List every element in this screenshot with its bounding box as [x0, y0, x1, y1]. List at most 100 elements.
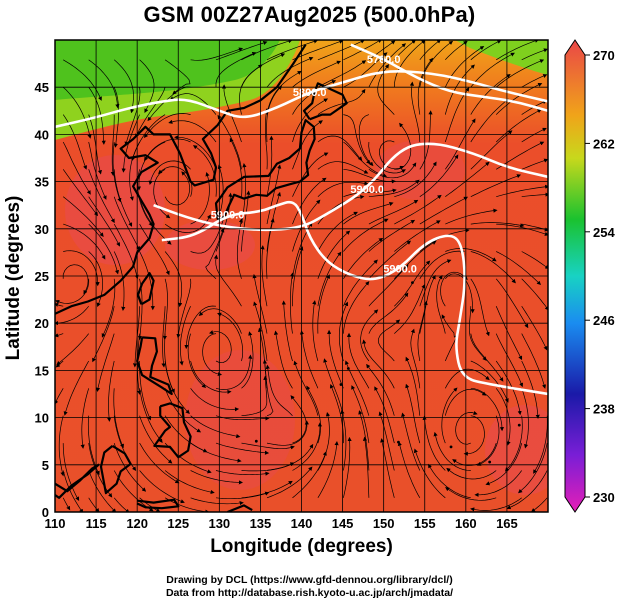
streamline: [351, 385, 370, 444]
streamline: [139, 415, 173, 464]
x-tick-label: 160: [455, 516, 477, 531]
streamline: [168, 119, 217, 143]
streamline: [470, 222, 525, 228]
streamline: [62, 196, 104, 237]
chart-title: GSM 00Z27Aug2025 (500.0hPa): [143, 2, 476, 27]
streamline: [329, 383, 344, 444]
streamline: [187, 333, 207, 388]
streamline: [343, 114, 371, 165]
streamline: [444, 368, 490, 389]
streamline: [340, 409, 347, 471]
streamline: [317, 441, 339, 498]
streamline: [241, 442, 295, 450]
lat-lon-grid: [55, 40, 548, 512]
streamline: [358, 410, 370, 471]
streamline: [445, 248, 497, 262]
streamline: [397, 441, 421, 498]
streamline: [323, 358, 344, 416]
streamline: [417, 57, 434, 115]
streamline: [176, 278, 192, 339]
streamline: [409, 81, 421, 143]
streamline: [343, 281, 370, 334]
streamline: [470, 40, 502, 61]
contour-label: 5900.0: [211, 210, 245, 222]
streamline: [62, 141, 91, 195]
streamline: [496, 184, 548, 198]
colorbar: 230 238 246 254 262 270: [564, 39, 615, 513]
streamline: [113, 223, 139, 280]
streamline: [531, 497, 548, 512]
streamline: [63, 360, 90, 416]
streamline: [419, 110, 433, 170]
streamline: [413, 448, 446, 499]
y-tick-label: 15: [35, 363, 49, 378]
streamline: [436, 274, 446, 334]
streamline: [266, 164, 282, 225]
streamline: [521, 192, 548, 198]
streamline: [317, 411, 331, 471]
streamline: [198, 308, 242, 334]
streamline: [378, 319, 401, 362]
streamline: [495, 278, 529, 329]
streamline: [394, 40, 416, 61]
streamline: [63, 59, 102, 101]
colorbar-tick-label: 254: [593, 225, 615, 240]
streamline: [343, 201, 394, 225]
streamline: [164, 388, 202, 433]
streamline: [164, 59, 191, 95]
streamline: [266, 56, 314, 88]
streamline: [468, 306, 487, 361]
streamline: [521, 158, 548, 170]
streamline: [521, 251, 548, 270]
streamline: [292, 98, 329, 143]
contour-label: 5900.0: [383, 263, 417, 275]
streamline: [445, 486, 497, 501]
streamline: [292, 80, 337, 115]
streamline: [266, 135, 274, 197]
streamline: [147, 86, 191, 122]
x-tick-label: 165: [496, 516, 518, 531]
streamline: [292, 152, 329, 197]
colorbar-tick-label: 270: [593, 48, 615, 63]
streamline: [419, 154, 459, 197]
streamline: [470, 360, 509, 403]
streamline: [470, 52, 515, 88]
streamline: [260, 245, 268, 307]
coastline: [302, 82, 348, 121]
streamline: [253, 301, 268, 362]
streamline: [470, 387, 505, 432]
streamline: [317, 40, 365, 61]
y-axis-ticks: 0 5 10 15 20 25 30 35 40 45: [35, 80, 49, 520]
x-tick-label: 135: [250, 516, 272, 531]
streamline: [368, 43, 407, 88]
x-tick-label: 120: [126, 516, 148, 531]
colorbar-ticks: 230 238 246 254 262 270: [585, 48, 615, 505]
streamline: [241, 375, 268, 417]
streamline: [190, 470, 243, 485]
streamline: [113, 442, 147, 492]
streamline: [88, 223, 119, 275]
warm-patch: [65, 155, 165, 265]
streamline: [495, 306, 523, 361]
streamline: [362, 339, 395, 389]
streamline: [444, 45, 485, 88]
streamline: [378, 411, 395, 471]
streamline: [419, 259, 452, 307]
streamline: [55, 305, 89, 326]
streamline: [62, 86, 92, 139]
streamline: [368, 162, 417, 179]
streamline: [496, 40, 540, 61]
streamline: [229, 137, 243, 197]
streamline: [139, 442, 180, 484]
streamline: [343, 188, 397, 198]
streamline: [394, 220, 441, 252]
streamline: [56, 333, 89, 366]
streamline: [521, 74, 548, 88]
contour-line: [161, 200, 548, 396]
streamline: [215, 470, 270, 476]
streamline: [419, 196, 469, 225]
streamline: [265, 364, 293, 416]
streamline: [377, 63, 395, 115]
coastline: [99, 444, 132, 495]
